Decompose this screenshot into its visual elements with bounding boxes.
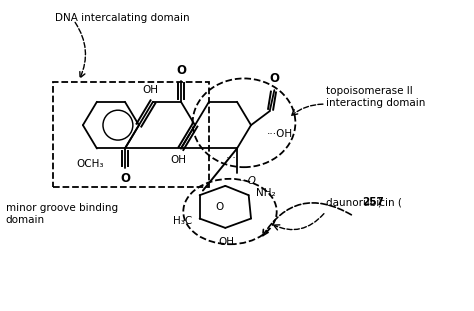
Text: ···O: ···O — [239, 176, 257, 186]
Text: daunorubicin (: daunorubicin ( — [326, 197, 401, 207]
Text: OH: OH — [143, 85, 159, 95]
Text: OH: OH — [171, 156, 187, 165]
Text: topoisomerase II
interacting domain: topoisomerase II interacting domain — [326, 86, 425, 108]
Text: O: O — [176, 64, 186, 77]
Text: ···OH: ···OH — [267, 128, 293, 139]
Text: ···: ··· — [226, 154, 237, 164]
Text: O: O — [120, 172, 130, 185]
Text: 257: 257 — [362, 197, 384, 207]
Text: OCH₃: OCH₃ — [76, 159, 104, 169]
Text: DNA intercalating domain: DNA intercalating domain — [55, 13, 190, 23]
Text: O: O — [215, 202, 224, 212]
Text: O: O — [269, 72, 279, 86]
Text: NH₂: NH₂ — [255, 188, 275, 198]
Text: minor groove binding
domain: minor groove binding domain — [6, 203, 118, 225]
Text: H₃C: H₃C — [173, 216, 192, 226]
Text: OH: OH — [218, 237, 234, 247]
Text: ): ) — [377, 197, 381, 207]
